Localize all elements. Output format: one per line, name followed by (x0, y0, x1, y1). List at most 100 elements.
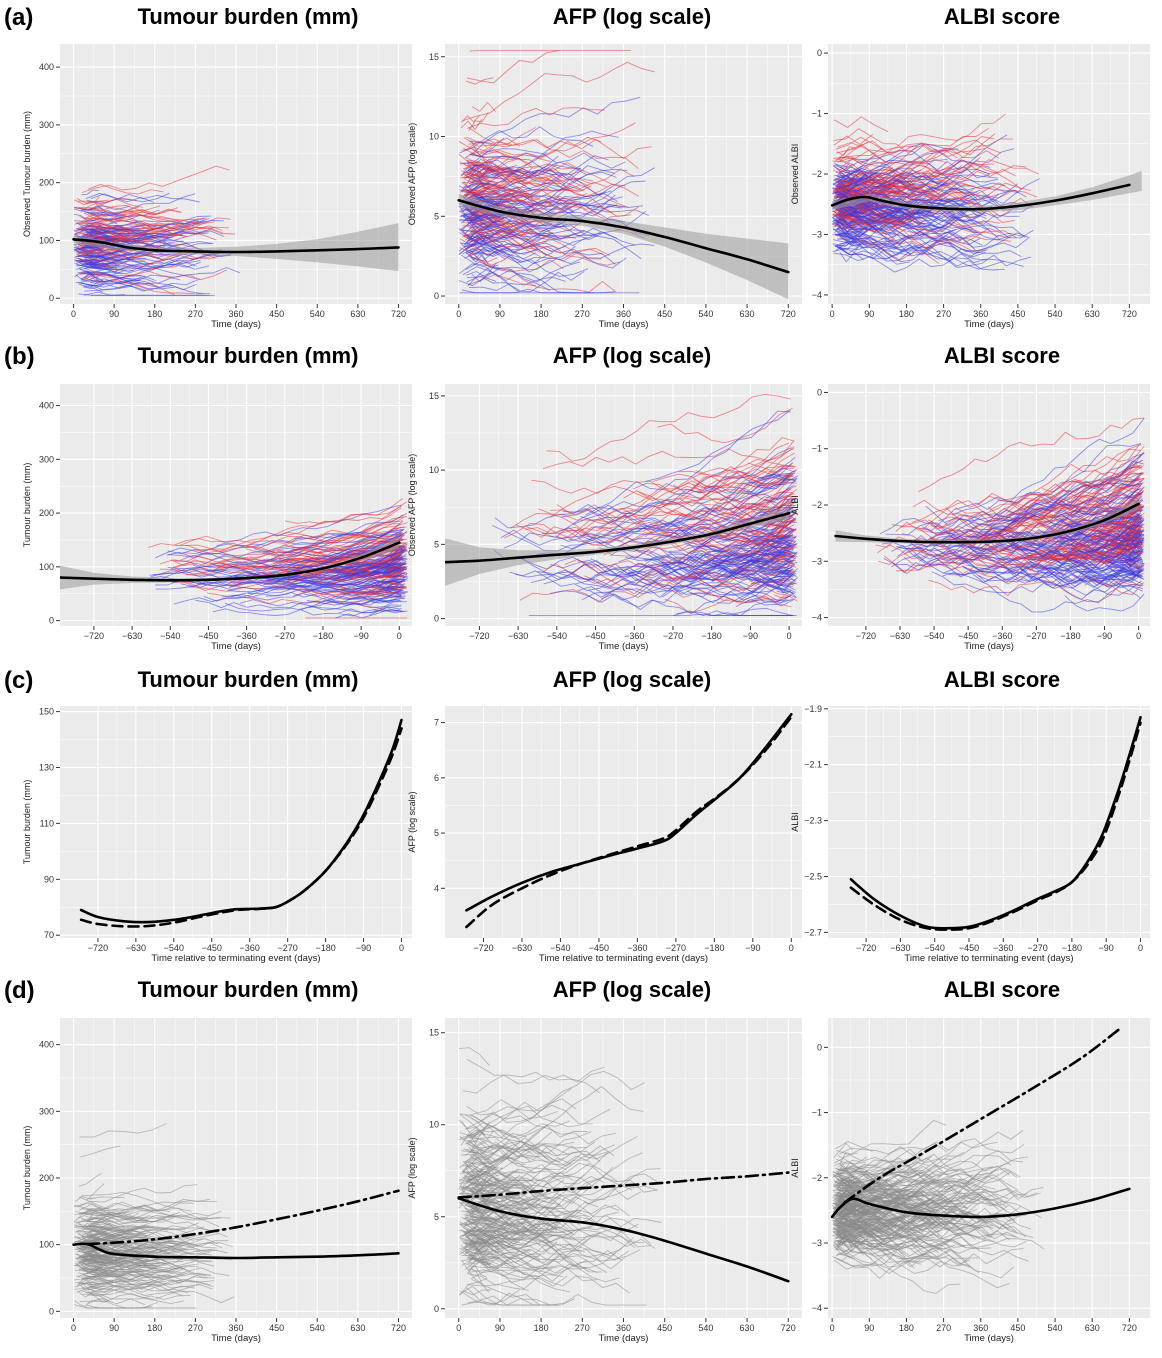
x-tick-label: 360 (228, 309, 243, 319)
y-axis-label: Observed ALBI (790, 144, 800, 205)
y-tick-label: −4 (812, 1303, 822, 1313)
panel-title-b3: ALBI score (842, 343, 1162, 369)
y-tick-label: 70 (44, 930, 54, 940)
x-tick-label: −180 (704, 943, 724, 953)
x-tick-label: 540 (698, 309, 713, 319)
x-tick-label: 180 (899, 1323, 914, 1333)
y-tick-label: 7 (434, 718, 439, 728)
x-tick-label: 0 (456, 309, 461, 319)
panel-title-c2: AFP (log scale) (472, 667, 792, 693)
panel-title-d3: ALBI score (842, 977, 1162, 1003)
x-tick-label: −180 (702, 631, 722, 641)
y-tick-label: −3 (812, 229, 822, 239)
y-tick-label: 5 (434, 828, 439, 838)
x-tick-label: −90 (1099, 943, 1114, 953)
x-tick-label: 90 (109, 309, 119, 319)
x-tick-label: 630 (1085, 1323, 1100, 1333)
y-tick-label: 0 (434, 291, 439, 301)
y-axis-label: Observed Tumour burden (mm) (22, 111, 32, 237)
x-tick-label: 0 (71, 1323, 76, 1333)
x-tick-label: −630 (126, 943, 146, 953)
x-tick-label: 540 (1048, 309, 1063, 319)
panel-title-c3: ALBI score (842, 667, 1162, 693)
x-axis-label: Time (days) (211, 319, 261, 330)
y-tick-label: 15 (429, 52, 439, 62)
x-tick-label: −360 (992, 631, 1012, 641)
y-axis-label: ALBI (790, 812, 800, 832)
y-tick-label: 200 (39, 1173, 54, 1183)
y-tick-label: 15 (429, 1028, 439, 1038)
y-axis-label: AFP (log scale) (407, 791, 417, 852)
panel-title-a1: Tumour burden (mm) (88, 4, 408, 30)
x-tick-label: −450 (959, 943, 979, 953)
x-axis-label: Time (days) (599, 641, 649, 652)
y-tick-label: −2 (812, 1173, 822, 1183)
x-tick-label: 450 (1010, 1323, 1025, 1333)
x-tick-label: 540 (310, 309, 325, 319)
y-tick-label: 6 (434, 773, 439, 783)
x-tick-label: −720 (856, 631, 876, 641)
x-tick-label: 0 (830, 309, 835, 319)
y-tick-label: −2 (812, 169, 822, 179)
x-tick-label: 90 (495, 309, 505, 319)
y-tick-label: 5 (434, 1212, 439, 1222)
x-tick-label: −360 (624, 631, 644, 641)
y-tick-label: 5 (434, 539, 439, 549)
y-axis-label: ALBI (790, 495, 800, 515)
y-tick-label: 0 (817, 1042, 822, 1052)
x-tick-label: −540 (164, 943, 184, 953)
x-tick-label: −540 (925, 943, 945, 953)
x-tick-label: 450 (657, 1323, 672, 1333)
y-tick-label: 0 (49, 1306, 54, 1316)
y-tick-label: 100 (39, 1240, 54, 1250)
panel-title-b2: AFP (log scale) (472, 343, 792, 369)
y-tick-label: −1 (812, 444, 822, 454)
x-tick-label: −90 (1097, 631, 1112, 641)
y-tick-label: −3 (812, 1238, 822, 1248)
plot-area (828, 706, 1150, 938)
x-tick-label: 270 (188, 1323, 203, 1333)
x-tick-label: −630 (890, 631, 910, 641)
y-tick-label: 0 (817, 387, 822, 397)
x-tick-label: −540 (550, 943, 570, 953)
x-tick-label: −450 (589, 943, 609, 953)
y-tick-label: 150 (39, 707, 54, 717)
x-tick-label: 630 (740, 1323, 755, 1333)
x-tick-label: 450 (1010, 309, 1025, 319)
y-axis-label: AFP (log scale) (407, 1137, 417, 1198)
y-axis-label: Observed AFP (log scale) (407, 123, 417, 225)
x-tick-label: −270 (666, 943, 686, 953)
x-axis-label: Time relative to terminating event (days… (539, 953, 708, 964)
x-tick-label: −450 (958, 631, 978, 641)
x-tick-label: −90 (745, 943, 760, 953)
x-tick-label: 0 (1138, 943, 1143, 953)
y-axis-label: Tumour burden (mm) (22, 780, 32, 865)
y-tick-label: 15 (429, 391, 439, 401)
y-tick-label: −2.7 (804, 927, 822, 937)
x-tick-label: 360 (973, 1323, 988, 1333)
x-tick-label: −630 (890, 943, 910, 953)
y-tick-label: 10 (429, 1120, 439, 1130)
panel-title-d1: Tumour burden (mm) (88, 977, 408, 1003)
x-axis-label: Time (days) (599, 1333, 649, 1344)
y-tick-label: 400 (39, 1040, 54, 1050)
y-tick-label: −4 (812, 290, 822, 300)
y-tick-label: 0 (434, 1304, 439, 1314)
x-tick-label: 540 (310, 1323, 325, 1333)
x-tick-label: 630 (350, 309, 365, 319)
x-tick-label: 720 (1122, 309, 1137, 319)
y-tick-label: −1.9 (804, 704, 822, 714)
y-tick-label: 90 (44, 874, 54, 884)
x-tick-label: 270 (188, 309, 203, 319)
x-tick-label: −630 (508, 631, 528, 641)
y-tick-label: 300 (39, 454, 54, 464)
x-tick-label: −540 (547, 631, 567, 641)
panel-title-a2: AFP (log scale) (472, 4, 792, 30)
